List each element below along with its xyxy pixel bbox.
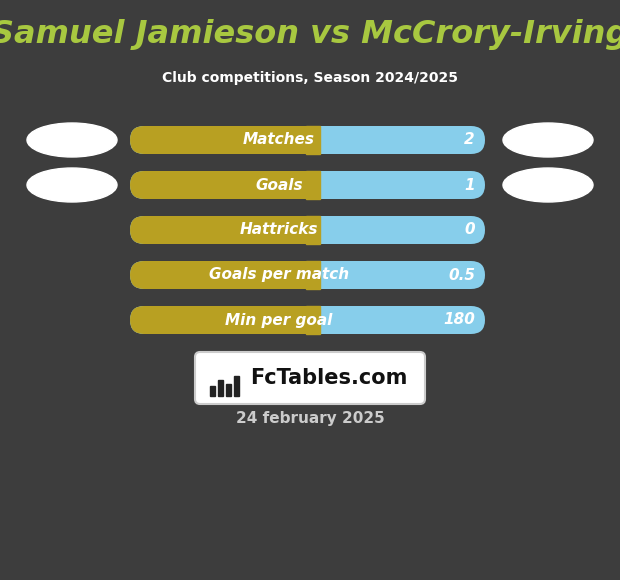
Bar [306, 216, 320, 244]
Text: 1: 1 [464, 177, 475, 193]
FancyBboxPatch shape [130, 171, 320, 199]
Text: Club competitions, Season 2024/2025: Club competitions, Season 2024/2025 [162, 71, 458, 85]
FancyBboxPatch shape [130, 216, 320, 244]
Ellipse shape [503, 123, 593, 157]
Bar [234, 376, 239, 396]
Text: Matches: Matches [243, 132, 315, 147]
FancyBboxPatch shape [130, 306, 485, 334]
Text: 180: 180 [443, 313, 475, 328]
Text: Goals: Goals [255, 177, 303, 193]
Bar [306, 306, 320, 334]
FancyBboxPatch shape [130, 306, 320, 334]
Text: 0: 0 [464, 223, 475, 237]
Text: FcTables.com: FcTables.com [250, 368, 407, 388]
Text: Min per goal: Min per goal [226, 313, 333, 328]
FancyBboxPatch shape [130, 171, 485, 199]
FancyBboxPatch shape [130, 126, 485, 154]
Text: Goals per match: Goals per match [209, 267, 349, 282]
Text: 2: 2 [464, 132, 475, 147]
FancyBboxPatch shape [130, 126, 320, 154]
FancyBboxPatch shape [130, 261, 320, 289]
FancyBboxPatch shape [195, 352, 425, 404]
Bar [306, 126, 320, 154]
Bar [226, 384, 231, 396]
Ellipse shape [27, 168, 117, 202]
FancyBboxPatch shape [130, 261, 485, 289]
Bar [210, 386, 215, 396]
Text: 24 february 2025: 24 february 2025 [236, 411, 384, 426]
Bar [218, 380, 223, 396]
Bar [306, 261, 320, 289]
Text: 0.5: 0.5 [448, 267, 475, 282]
Text: Samuel Jamieson vs McCrory-Irving: Samuel Jamieson vs McCrory-Irving [0, 20, 620, 50]
Ellipse shape [27, 123, 117, 157]
Text: Hattricks: Hattricks [240, 223, 318, 237]
FancyBboxPatch shape [130, 216, 485, 244]
Bar [306, 171, 320, 199]
Ellipse shape [503, 168, 593, 202]
